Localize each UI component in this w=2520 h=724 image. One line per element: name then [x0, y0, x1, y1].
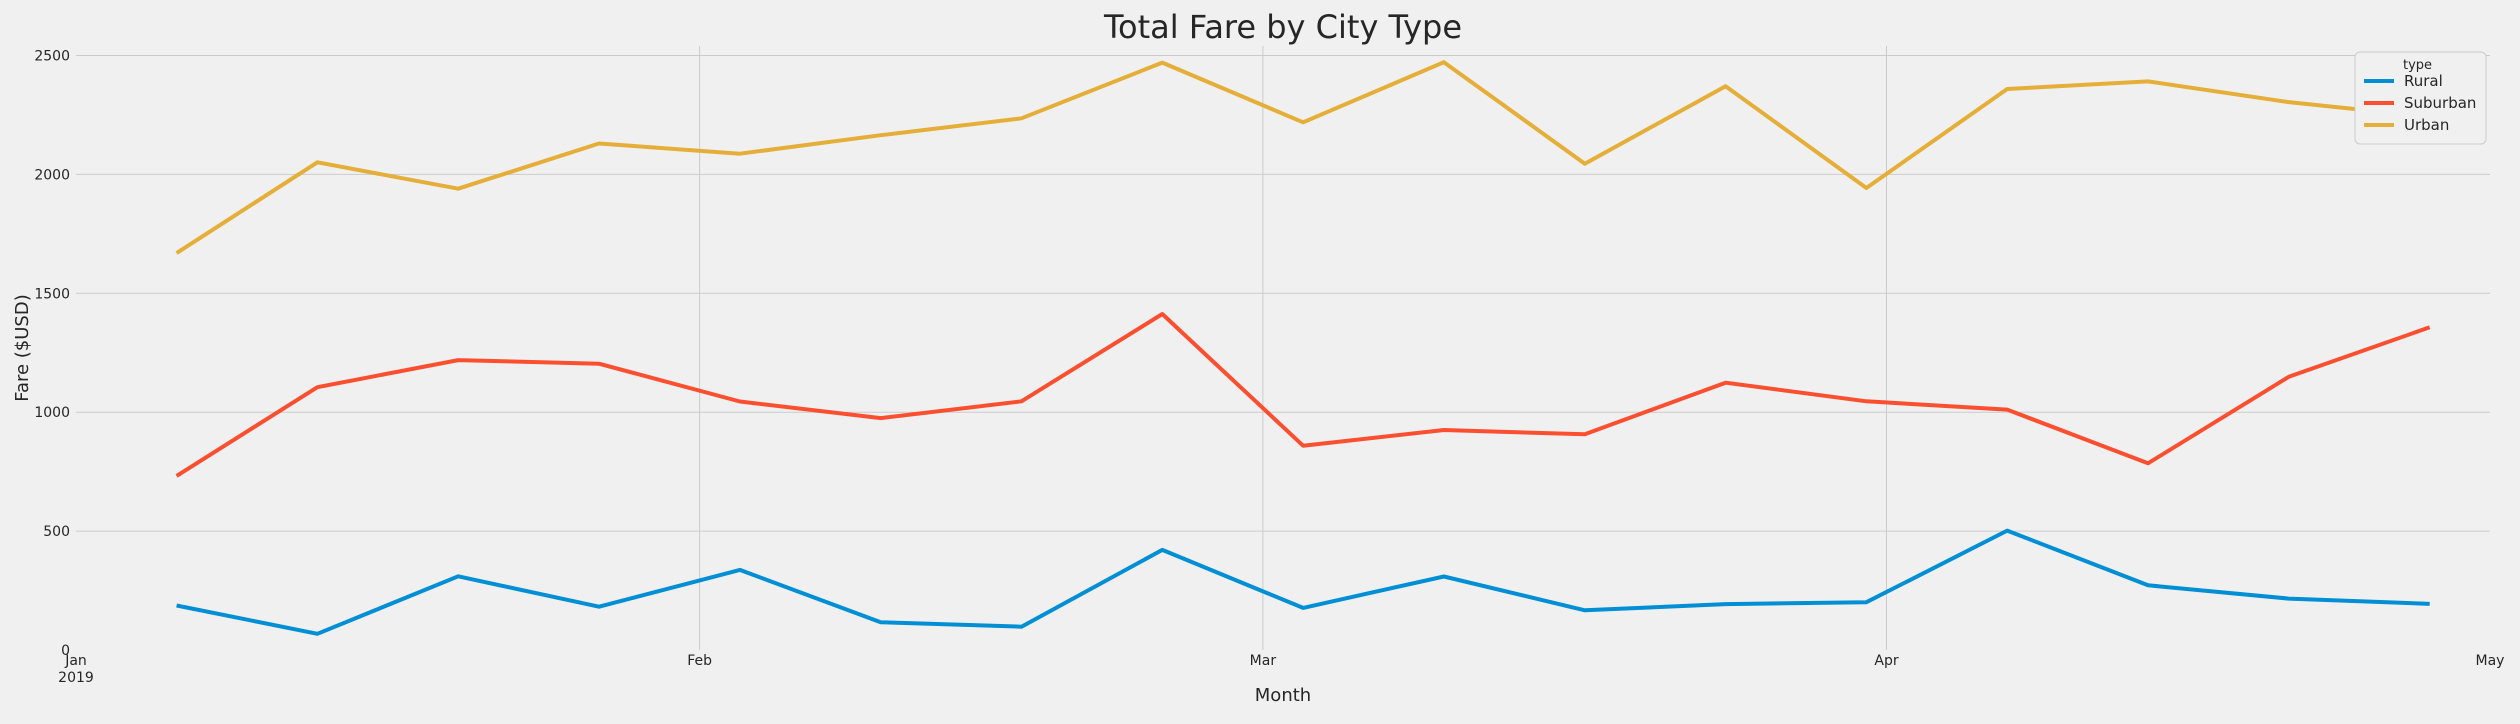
- y-tick-label: 2000: [34, 167, 70, 183]
- x-tick-sublabel: 2019: [58, 670, 94, 686]
- chart-title: Total Fare by City Type: [1103, 8, 1462, 46]
- x-tick-label: Feb: [687, 653, 712, 669]
- series-line-suburban: [175, 312, 2431, 478]
- legend-label-suburban: Suburban: [2404, 94, 2476, 112]
- legend: type Rural Suburban Urban: [2354, 51, 2487, 145]
- series-line-rural: [176, 528, 2430, 636]
- y-tick-label: 1500: [34, 286, 70, 302]
- legend-box: [2354, 51, 2487, 145]
- x-tick-label: Jan: [64, 653, 87, 669]
- grid: [76, 46, 2490, 650]
- y-tick-label: 500: [43, 524, 70, 540]
- y-tick-label: 2500: [34, 49, 70, 65]
- y-axis-title: Fare ($USD): [12, 294, 33, 402]
- y-tick-label: 0: [61, 643, 70, 659]
- series-line-urban: [175, 60, 2430, 255]
- x-tick-label: Mar: [1250, 653, 1277, 669]
- legend-label-rural: Rural: [2404, 72, 2443, 90]
- x-tick-label: Apr: [1874, 653, 1898, 669]
- series-lines: [175, 60, 2431, 636]
- x-axis-title: Month: [1255, 685, 1311, 706]
- x-tick-label: May: [2476, 653, 2505, 669]
- y-tick-label: 1000: [34, 405, 70, 421]
- legend-title: type: [2403, 58, 2432, 73]
- legend-label-urban: Urban: [2404, 116, 2449, 134]
